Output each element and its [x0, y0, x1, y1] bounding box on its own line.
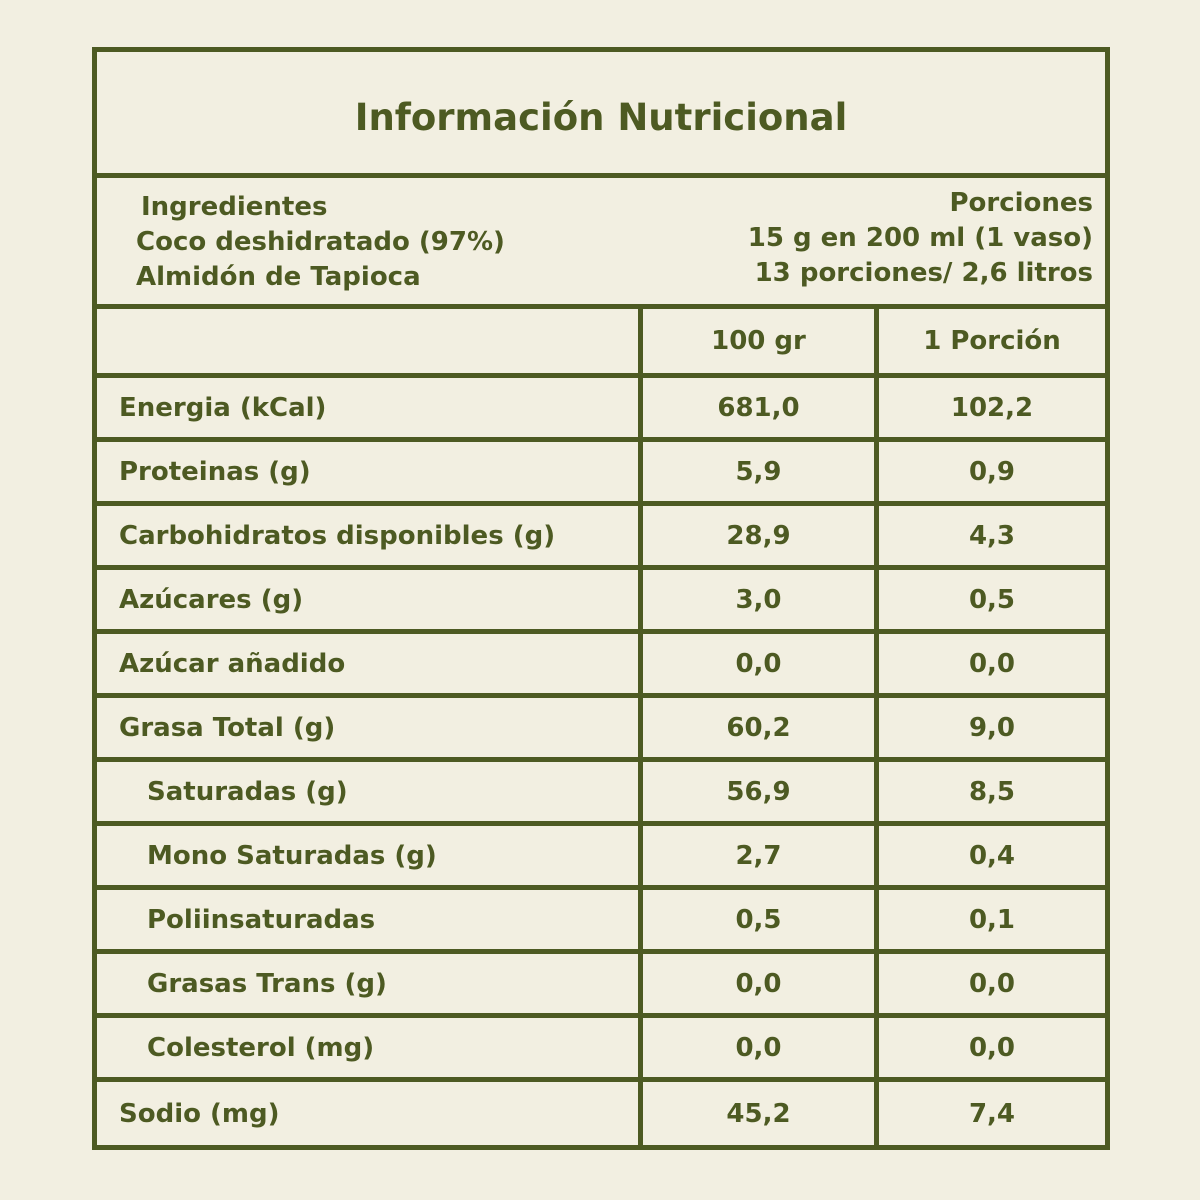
row-value-100gr: 0,0 [643, 1018, 879, 1077]
row-value-portion: 4,3 [968, 520, 1016, 551]
row-label: Grasa Total (g) [97, 698, 643, 757]
row-value-100gr: 0,0 [643, 634, 879, 693]
table-row: Saturadas (g) 56,9 8,5 [97, 762, 1105, 826]
row-label: Azúcar añadido [97, 634, 643, 693]
ingredient-item: Coco deshidratado (97%) [136, 227, 505, 257]
ingredients-block: Ingredientes Coco deshidratado (97%) Alm… [136, 190, 505, 295]
row-label: Azúcares (g) [97, 570, 643, 629]
row-value-100gr: 3,0 [643, 570, 879, 629]
portions-line: 15 g en 200 ml (1 vaso) [747, 223, 1093, 253]
table-row: Carbohidratos disponibles (g) 28,9 4,3 [97, 506, 1105, 570]
title-box: Información Nutricional [97, 52, 1105, 178]
row-value-100gr: 60,2 [643, 698, 879, 757]
row-value-portion: 9,0 [968, 712, 1016, 743]
ingredients-heading: Ingredientes [141, 192, 328, 222]
info-box: Ingredientes Coco deshidratado (97%) Alm… [97, 178, 1105, 309]
row-label: Grasas Trans (g) [97, 954, 643, 1013]
row-value-100gr: 45,2 [643, 1082, 879, 1145]
table-row: Proteinas (g) 5,9 0,9 [97, 442, 1105, 506]
portions-line: 13 porciones/ 2,6 litros [754, 258, 1093, 288]
row-value-portion: 102,2 [950, 392, 1034, 423]
table-row: Poliinsaturadas 0,5 0,1 [97, 890, 1105, 954]
row-value-100gr: 5,9 [643, 442, 879, 501]
row-value-100gr: 28,9 [643, 506, 879, 565]
table-row: Grasas Trans (g) 0,0 0,0 [97, 954, 1105, 1018]
row-value-portion: 0,0 [968, 968, 1016, 999]
row-value-100gr: 0,0 [643, 954, 879, 1013]
row-label: Energia (kCal) [97, 378, 643, 437]
table-row: Mono Saturadas (g) 2,7 0,4 [97, 826, 1105, 890]
row-value-portion: 0,1 [968, 904, 1016, 935]
row-value-100gr: 0,5 [643, 890, 879, 949]
row-value-portion: 0,0 [968, 1032, 1016, 1063]
portions-block: Porciones 15 g en 200 ml (1 vaso) 13 por… [748, 186, 1093, 291]
row-value-100gr: 2,7 [643, 826, 879, 885]
row-label: Carbohidratos disponibles (g) [97, 506, 643, 565]
table-row: Grasa Total (g) 60,2 9,0 [97, 698, 1105, 762]
row-label: Saturadas (g) [97, 762, 643, 821]
row-label: Colesterol (mg) [97, 1018, 643, 1077]
table-row: Azúcares (g) 3,0 0,5 [97, 570, 1105, 634]
row-value-100gr: 56,9 [643, 762, 879, 821]
row-label: Proteinas (g) [97, 442, 643, 501]
table-title: Información Nutricional [354, 96, 848, 139]
row-value-portion: 7,4 [968, 1098, 1016, 1129]
row-value-portion: 0,5 [968, 584, 1016, 615]
table-row: Sodio (mg) 45,2 7,4 [97, 1082, 1105, 1145]
table-row: Energia (kCal) 681,0 102,2 [97, 378, 1105, 442]
row-value-100gr: 681,0 [643, 378, 879, 437]
header-empty-cell [97, 309, 643, 373]
row-label: Mono Saturadas (g) [97, 826, 643, 885]
row-label: Sodio (mg) [97, 1082, 643, 1145]
row-label: Poliinsaturadas [97, 890, 643, 949]
ingredient-item: Almidón de Tapioca [136, 262, 421, 292]
row-value-portion: 0,0 [968, 648, 1016, 679]
header-portion: 1 Porción [923, 326, 1061, 356]
header-row: 100 gr 1 Porción [97, 309, 1105, 378]
header-100gr: 100 gr [643, 309, 879, 373]
row-value-portion: 0,4 [968, 840, 1016, 871]
portions-heading: Porciones [949, 188, 1093, 218]
row-value-portion: 0,9 [968, 456, 1016, 487]
nutrition-table: Información Nutricional Ingredientes Coc… [92, 47, 1110, 1150]
table-row: Azúcar añadido 0,0 0,0 [97, 634, 1105, 698]
row-value-portion: 8,5 [968, 776, 1016, 807]
table-row: Colesterol (mg) 0,0 0,0 [97, 1018, 1105, 1082]
